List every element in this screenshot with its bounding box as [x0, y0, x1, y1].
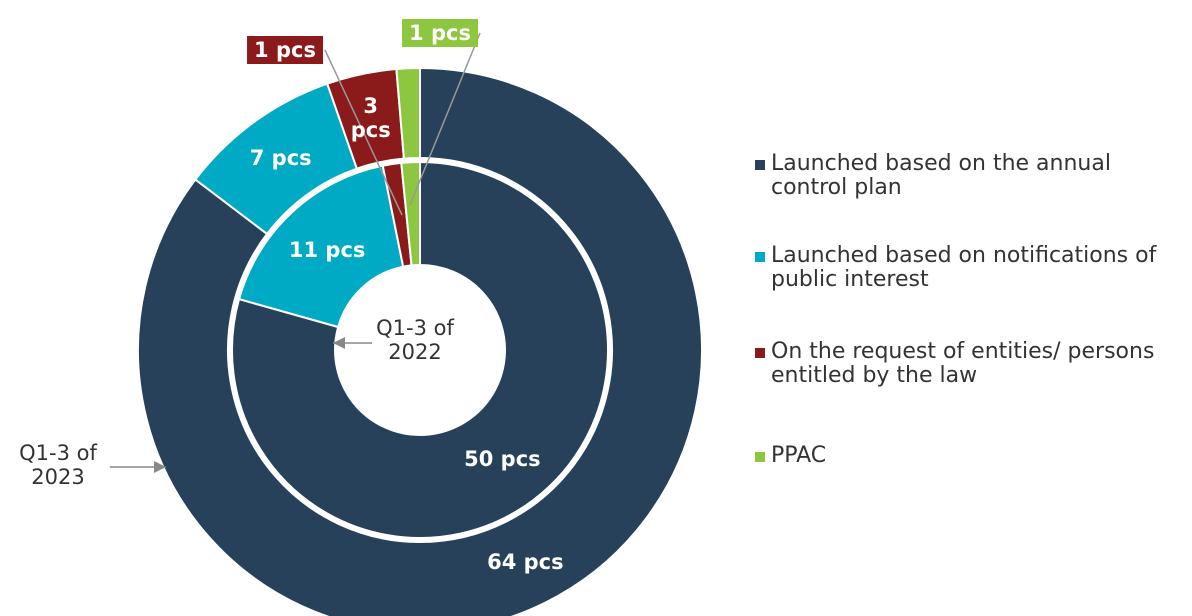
donut-slice	[395, 66, 421, 160]
legend-swatch	[755, 252, 765, 262]
legend-label: Launched based on notifications of publi…	[771, 243, 1157, 293]
legend-label: Launched based on the annual control pla…	[771, 151, 1111, 201]
data-label: 7 pcs	[249, 146, 312, 171]
legend-swatch	[755, 348, 765, 358]
legend-swatch	[755, 160, 765, 170]
arrow-head	[333, 337, 345, 349]
leader-line	[324, 49, 403, 216]
leader-line	[409, 32, 481, 206]
data-label: 64 pcs	[487, 550, 564, 575]
data-label: 3 pcs	[350, 94, 391, 143]
ring-annotation: Q1-3 of 2022	[376, 315, 454, 364]
callout-label: 1 pcs	[247, 36, 323, 64]
legend-item: PPAC	[755, 443, 1171, 468]
donut-slice	[400, 160, 421, 267]
legend-item: Launched based on the annual control pla…	[755, 151, 1171, 201]
donut-slice	[231, 160, 609, 539]
data-label: 50 pcs	[464, 446, 541, 471]
donut-slice	[237, 164, 405, 329]
callout-label: 1 pcs	[402, 19, 478, 47]
legend-label: On the request of entities/ persons enti…	[771, 339, 1155, 389]
legend-item: On the request of entities/ persons enti…	[755, 339, 1171, 389]
legend-item: Launched based on notifications of publi…	[755, 243, 1171, 293]
arrow-head	[154, 461, 166, 473]
ring-annotation: Q1-3 of 2023	[19, 440, 97, 489]
legend-swatch	[755, 452, 765, 462]
donut-slice	[137, 66, 703, 616]
legend-label: PPAC	[771, 443, 827, 468]
data-label: 11 pcs	[288, 237, 366, 262]
